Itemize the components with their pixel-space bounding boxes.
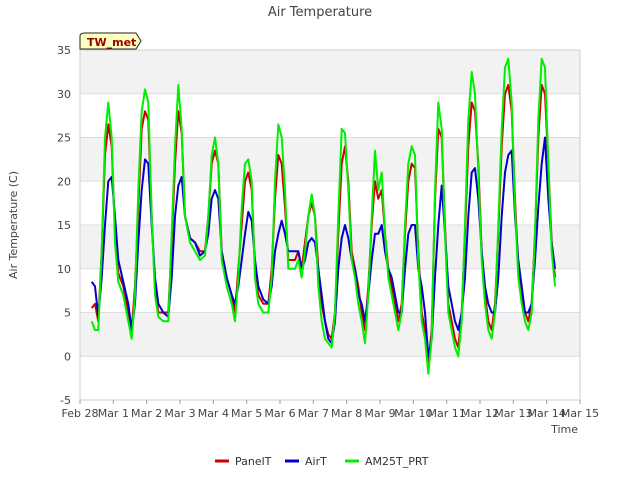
chart-title: Air Temperature [268, 5, 372, 20]
legend: PanelT AirT AM25T_PRT [215, 455, 429, 468]
y-tick-label: 5 [64, 307, 71, 320]
x-axis-ticks: Feb 28 Mar 1 Mar 2 Mar 3 Mar 4 Mar 5 Mar 6 Mar … [62, 400, 599, 420]
series-lines [90, 57, 556, 375]
x-tick-label: Mar 8 [331, 407, 362, 420]
y-tick-label: 15 [57, 219, 71, 232]
x-axis-label: Time [550, 423, 578, 436]
y-tick-label: 25 [57, 132, 71, 145]
y-tick-label: 20 [57, 175, 71, 188]
x-tick-label: Mar 9 [364, 407, 395, 420]
y-axis-label: Air Temperature (C) [7, 171, 20, 279]
x-tick-label: Mar 10 [394, 407, 432, 420]
y-axis-ticks: -5 0 5 10 15 20 25 30 35 [57, 44, 71, 407]
x-tick-label: Mar 3 [164, 407, 195, 420]
plot-band [80, 181, 580, 225]
x-tick-label: Mar 1 [98, 407, 129, 420]
y-tick-label: 30 [57, 88, 71, 101]
y-tick-label: 35 [57, 44, 71, 57]
x-tick-label: Mar 11 [428, 407, 466, 420]
x-tick-label: Mar 4 [198, 407, 229, 420]
x-tick-label: Mar 15 [561, 407, 599, 420]
x-tick-label: Mar 6 [264, 407, 295, 420]
plot-band [80, 356, 580, 400]
legend-label: AirT [305, 455, 327, 468]
series-line-am25t-prt [90, 57, 556, 375]
plot-band [80, 312, 580, 357]
plot-band [80, 50, 580, 94]
x-tick-label: Mar 14 [528, 407, 566, 420]
legend-label: PanelT [235, 455, 272, 468]
plot-frame [79, 49, 581, 401]
x-tick-label: Mar 2 [131, 407, 162, 420]
y-tick-label: 0 [64, 350, 71, 363]
y-tick-label: 10 [57, 263, 71, 276]
plot-band [80, 137, 580, 182]
x-tick-label: Mar 7 [298, 407, 329, 420]
x-tick-label: Mar 13 [494, 407, 532, 420]
x-tick-label: Mar 5 [231, 407, 262, 420]
legend-label: AM25T_PRT [365, 455, 429, 468]
badge-label: TW_met [87, 36, 136, 49]
x-tick-label: Feb 28 [62, 407, 99, 420]
station-badge: TW_met [79, 32, 142, 50]
y-tick-label: -5 [60, 394, 71, 407]
plot-band [80, 93, 580, 138]
x-tick-label: Mar 12 [461, 407, 499, 420]
badge-shape [79, 32, 142, 50]
